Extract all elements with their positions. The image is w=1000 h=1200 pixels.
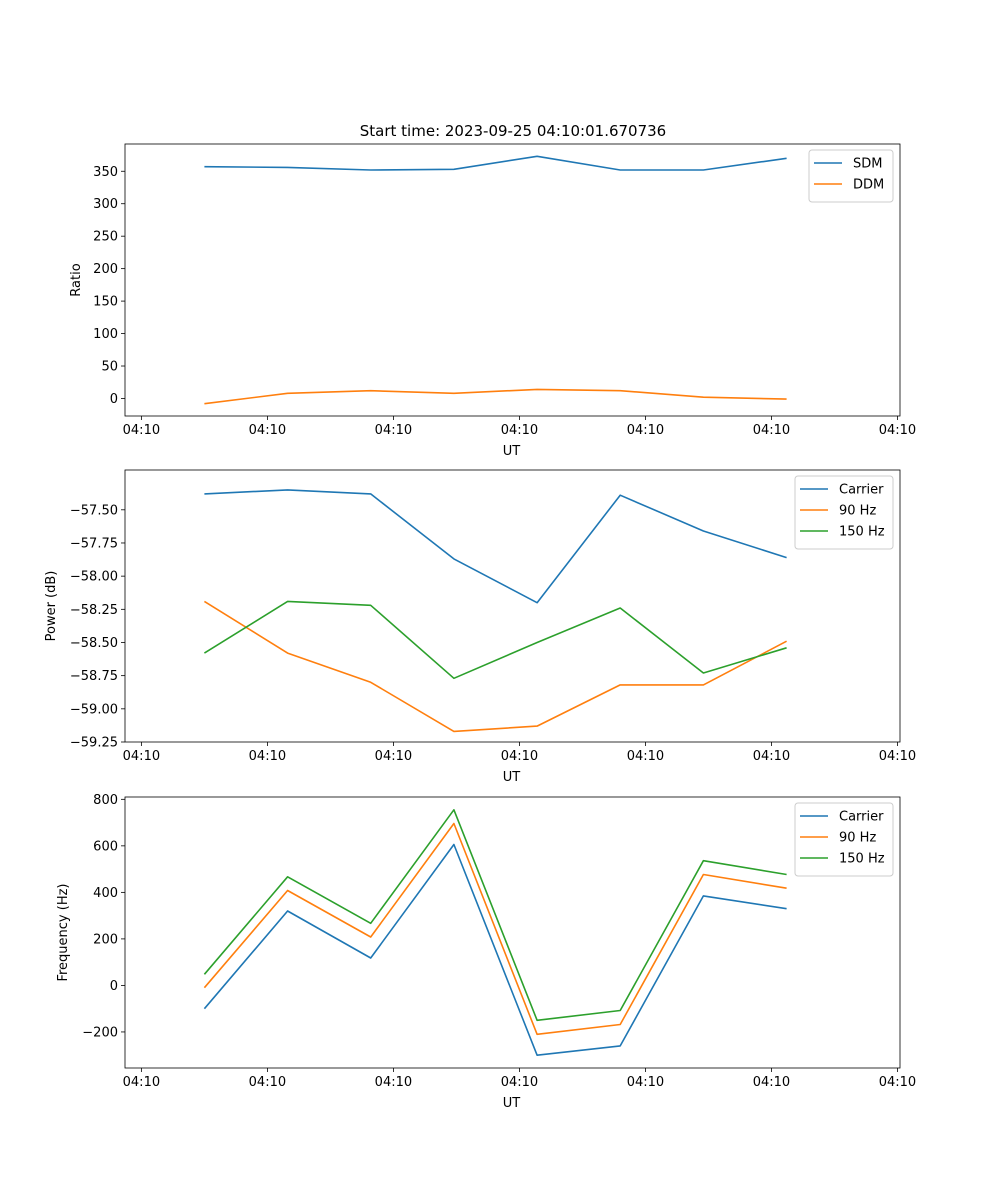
y-tick-label: −58.50 bbox=[70, 636, 118, 651]
x-tick-label: 04:10 bbox=[753, 423, 790, 438]
y-tick-label: 300 bbox=[93, 197, 118, 212]
y-tick-label: 100 bbox=[93, 327, 118, 342]
legend-label: DDM bbox=[853, 178, 884, 193]
y-axis-label: Ratio bbox=[69, 263, 84, 296]
y-tick-label: 800 bbox=[93, 793, 118, 808]
plot-frame bbox=[124, 796, 901, 1069]
legend-label: 150 Hz bbox=[839, 525, 885, 540]
y-tick-label: −57.75 bbox=[70, 536, 118, 551]
legend-label: 90 Hz bbox=[839, 504, 876, 519]
legend-label: Carrier bbox=[839, 483, 884, 498]
series-line-carrier bbox=[203, 843, 787, 1056]
series-line-150-hz bbox=[203, 600, 787, 680]
x-tick-label: 04:10 bbox=[753, 1075, 790, 1090]
y-tick-label: 400 bbox=[93, 886, 118, 901]
legend: Carrier 90 Hz 150 Hz bbox=[794, 475, 894, 550]
y-axis-label: Power (dB) bbox=[44, 571, 59, 642]
x-tick-label: 04:10 bbox=[879, 1075, 916, 1090]
legend-label: 150 Hz bbox=[839, 852, 885, 867]
y-tick-label: 0 bbox=[110, 979, 118, 994]
y-tick-label: −59.25 bbox=[70, 736, 118, 751]
chart-panel-3: 04:1004:1004:1004:1004:1004:1004:1004:11… bbox=[56, 793, 916, 1111]
x-tick-label: 04:10 bbox=[249, 1075, 286, 1090]
y-tick-label: −58.25 bbox=[70, 603, 118, 618]
series-line-ddm bbox=[204, 388, 787, 405]
x-tick-label: 04:10 bbox=[753, 749, 790, 764]
legend-label: Carrier bbox=[839, 810, 884, 825]
x-tick-label: 04:10 bbox=[627, 423, 664, 438]
x-tick-label: 04:10 bbox=[627, 1075, 664, 1090]
x-tick-label: 04:10 bbox=[501, 423, 538, 438]
x-axis-label: UT bbox=[503, 1096, 521, 1111]
x-axis-label: UT bbox=[503, 770, 521, 785]
series-line-carrier bbox=[204, 489, 787, 604]
x-tick-label: 04:10 bbox=[501, 1075, 538, 1090]
x-tick-label: 04:10 bbox=[249, 749, 286, 764]
y-axis-label: Frequency (Hz) bbox=[56, 883, 71, 981]
y-tick-label: 250 bbox=[93, 230, 118, 245]
x-tick-label: 04:10 bbox=[123, 423, 160, 438]
x-tick-label: 04:10 bbox=[627, 749, 664, 764]
y-tick-label: 0 bbox=[110, 392, 118, 407]
legend: SDM DDM bbox=[808, 149, 894, 203]
series-line-sdm bbox=[204, 155, 787, 171]
y-tick-label: 150 bbox=[93, 295, 118, 310]
chart-panel-2: 04:1004:1004:1004:1004:1004:1004:1004:11… bbox=[44, 469, 916, 785]
series-line-90-hz bbox=[203, 600, 787, 733]
x-tick-label: 04:10 bbox=[123, 1075, 160, 1090]
x-tick-label: 04:10 bbox=[879, 749, 916, 764]
x-tick-label: 04:10 bbox=[375, 423, 412, 438]
series-line-90-hz bbox=[203, 822, 787, 1036]
x-tick-label: 04:10 bbox=[375, 749, 412, 764]
x-tick-label: 04:10 bbox=[501, 749, 538, 764]
y-tick-label: 200 bbox=[93, 932, 118, 947]
y-tick-label: 200 bbox=[93, 262, 118, 277]
legend-label: 90 Hz bbox=[839, 831, 876, 846]
legend: Carrier 90 Hz 150 Hz bbox=[794, 802, 894, 877]
y-tick-label: 350 bbox=[93, 165, 118, 180]
series-line-150-hz bbox=[203, 808, 787, 1022]
y-tick-label: −59.00 bbox=[70, 702, 118, 717]
legend-label: SDM bbox=[853, 157, 882, 172]
y-tick-label: 600 bbox=[93, 839, 118, 854]
plot-frame bbox=[124, 469, 901, 743]
x-tick-label: 04:10 bbox=[249, 423, 286, 438]
figure-title: Start time: 2023-09-25 04:10:01.670736 bbox=[360, 122, 666, 140]
x-axis-label: UT bbox=[503, 444, 521, 459]
x-tick-label: 04:10 bbox=[879, 423, 916, 438]
y-tick-label: 50 bbox=[101, 360, 118, 375]
x-tick-label: 04:10 bbox=[375, 1075, 412, 1090]
chart-panel-1: 04:1004:1004:1004:1004:1004:1004:1004:11… bbox=[69, 143, 916, 459]
y-tick-label: −57.50 bbox=[70, 503, 118, 518]
plot-frame bbox=[124, 143, 901, 417]
y-tick-label: −58.00 bbox=[70, 570, 118, 585]
x-tick-label: 04:10 bbox=[123, 749, 160, 764]
y-tick-label: −58.75 bbox=[70, 669, 118, 684]
y-tick-label: −200 bbox=[82, 1025, 118, 1040]
